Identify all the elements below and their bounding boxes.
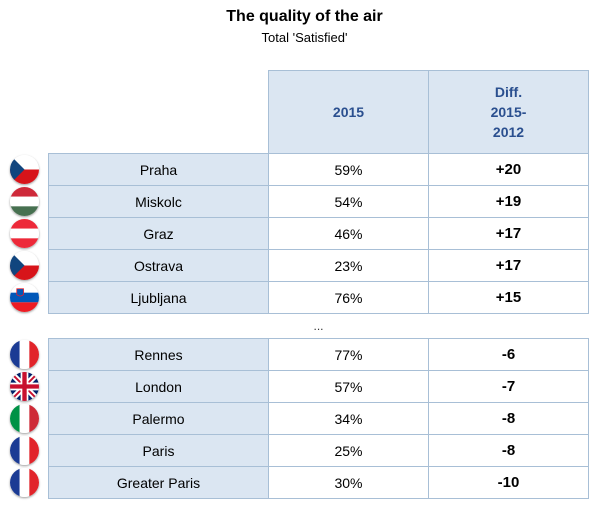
diff-value: -6 — [428, 338, 589, 371]
value-2015: 25% — [268, 434, 429, 467]
diff-value: +20 — [428, 153, 589, 186]
separator-row: ... — [48, 313, 589, 339]
city-name: Ostrava — [48, 249, 269, 282]
value-2015: 76% — [268, 281, 429, 314]
france-flag-icon — [10, 468, 39, 497]
header-diff: Diff. 2015- 2012 — [428, 70, 589, 154]
header-diff-line1: Diff. — [494, 84, 523, 100]
uk-flag-icon — [10, 372, 39, 401]
city-name: Miskolc — [48, 185, 269, 218]
city-name: Ljubljana — [48, 281, 269, 314]
table-row: London 57% -7 — [48, 370, 589, 403]
diff-value: -7 — [428, 370, 589, 403]
chart-title: The quality of the air — [226, 8, 383, 25]
slovenia-flag-icon — [10, 283, 39, 312]
diff-value: +15 — [428, 281, 589, 314]
value-2015: 57% — [268, 370, 429, 403]
separator-ellipsis: ... — [48, 313, 589, 339]
diff-value: -8 — [428, 434, 589, 467]
table-row: Palermo 34% -8 — [48, 402, 589, 435]
value-2015: 46% — [268, 217, 429, 250]
value-2015: 59% — [268, 153, 429, 186]
chart-subtitle: Total 'Satisfied' — [261, 30, 348, 45]
austria-flag-icon — [10, 219, 39, 248]
france-flag-icon — [10, 436, 39, 465]
table-row: Graz 46% +17 — [48, 217, 589, 250]
city-name: Greater Paris — [48, 466, 269, 499]
table-row: Praha 59% +20 — [48, 153, 589, 186]
czech-flag-icon — [10, 251, 39, 280]
diff-value: -10 — [428, 466, 589, 499]
table-row: Ljubljana 76% +15 — [48, 281, 589, 314]
diff-value: +19 — [428, 185, 589, 218]
header-blank-cell — [48, 70, 269, 154]
city-name: Rennes — [48, 338, 269, 371]
city-name: Palermo — [48, 402, 269, 435]
value-2015: 77% — [268, 338, 429, 371]
header-diff-line3: 2012 — [492, 124, 525, 140]
italy-flag-icon — [10, 404, 39, 433]
results-table: 2015 Diff. 2015- 2012 Praha 59% +20 Miskolc… — [48, 70, 589, 499]
table-row: Miskolc 54% +19 — [48, 185, 589, 218]
diff-value: +17 — [428, 217, 589, 250]
hungary-flag-icon — [10, 187, 39, 216]
diff-value: -8 — [428, 402, 589, 435]
city-name: Praha — [48, 153, 269, 186]
city-name: Graz — [48, 217, 269, 250]
city-name: London — [48, 370, 269, 403]
diff-value: +17 — [428, 249, 589, 282]
value-2015: 54% — [268, 185, 429, 218]
value-2015: 30% — [268, 466, 429, 499]
header-year: 2015 — [268, 70, 429, 154]
header-diff-line2: 2015- — [490, 104, 527, 120]
czech-flag-icon — [10, 155, 39, 184]
table-row: Paris 25% -8 — [48, 434, 589, 467]
city-name: Paris — [48, 434, 269, 467]
france-flag-icon — [10, 340, 39, 369]
table-header-row: 2015 Diff. 2015- 2012 — [48, 70, 589, 154]
table-row: Greater Paris 30% -10 — [48, 466, 589, 499]
value-2015: 34% — [268, 402, 429, 435]
table-row: Ostrava 23% +17 — [48, 249, 589, 282]
table-row: Rennes 77% -6 — [48, 338, 589, 371]
value-2015: 23% — [268, 249, 429, 282]
